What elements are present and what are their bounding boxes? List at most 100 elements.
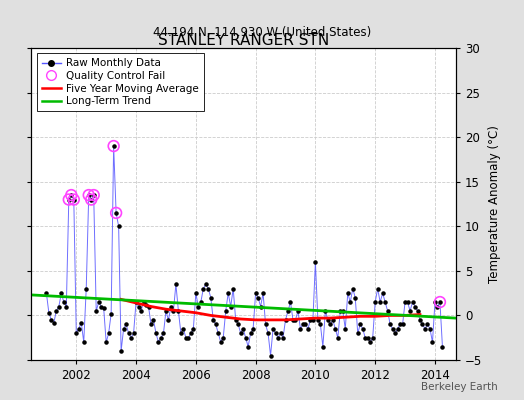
Point: [286, 299, 294, 305]
Point: [45, 310, 53, 316]
Point: [411, 303, 419, 310]
Point: [364, 334, 372, 341]
Y-axis label: Temperature Anomaly (°C): Temperature Anomaly (°C): [488, 125, 501, 283]
Point: [87, 196, 95, 203]
Point: [291, 317, 300, 323]
Point: [319, 344, 327, 350]
Point: [394, 326, 402, 332]
Point: [284, 308, 292, 314]
Point: [192, 290, 200, 296]
Point: [64, 196, 73, 203]
Point: [172, 281, 180, 288]
Point: [94, 299, 103, 305]
Point: [132, 299, 140, 305]
Point: [184, 334, 192, 341]
Point: [244, 344, 253, 350]
Point: [256, 303, 265, 310]
Point: [70, 196, 78, 203]
Point: [331, 326, 340, 332]
Point: [388, 326, 397, 332]
Point: [137, 308, 145, 314]
Point: [57, 290, 66, 296]
Point: [52, 308, 61, 314]
Point: [309, 317, 317, 323]
Point: [74, 326, 83, 332]
Point: [110, 143, 118, 149]
Point: [356, 321, 364, 328]
Point: [354, 330, 362, 336]
Point: [433, 303, 442, 310]
Point: [124, 330, 133, 336]
Point: [289, 317, 297, 323]
Point: [117, 348, 125, 354]
Point: [54, 303, 63, 310]
Point: [401, 299, 409, 305]
Point: [60, 299, 68, 305]
Point: [97, 303, 105, 310]
Point: [416, 317, 424, 323]
Point: [386, 321, 395, 328]
Point: [149, 317, 158, 323]
Point: [368, 334, 377, 341]
Point: [112, 210, 121, 216]
Point: [232, 317, 240, 323]
Point: [396, 321, 405, 328]
Point: [194, 303, 202, 310]
Point: [254, 294, 263, 301]
Point: [72, 330, 81, 336]
Point: [336, 308, 344, 314]
Point: [50, 319, 58, 326]
Point: [144, 303, 152, 310]
Point: [438, 344, 446, 350]
Point: [366, 339, 374, 345]
Point: [206, 294, 215, 301]
Point: [67, 192, 75, 198]
Point: [418, 321, 427, 328]
Point: [271, 330, 280, 336]
Point: [376, 299, 385, 305]
Point: [100, 305, 108, 312]
Point: [92, 308, 101, 314]
Point: [436, 299, 444, 305]
Point: [316, 321, 324, 328]
Point: [177, 330, 185, 336]
Point: [169, 308, 178, 314]
Point: [162, 308, 170, 314]
Point: [261, 321, 270, 328]
Point: [142, 302, 150, 308]
Text: 44.194 N, 114.930 W (United States): 44.194 N, 114.930 W (United States): [153, 26, 371, 39]
Point: [391, 330, 399, 336]
Point: [378, 290, 387, 296]
Point: [110, 143, 118, 149]
Point: [426, 326, 434, 332]
Point: [84, 192, 93, 198]
Point: [77, 319, 85, 326]
Point: [127, 334, 135, 341]
Point: [134, 303, 143, 310]
Point: [398, 321, 407, 328]
Point: [157, 334, 165, 341]
Point: [174, 308, 182, 314]
Point: [371, 299, 379, 305]
Point: [281, 317, 290, 323]
Point: [47, 317, 56, 323]
Point: [42, 290, 51, 296]
Point: [152, 330, 160, 336]
Point: [436, 299, 444, 305]
Point: [403, 299, 412, 305]
Point: [112, 210, 121, 216]
Point: [274, 334, 282, 341]
Point: [384, 308, 392, 314]
Point: [199, 286, 208, 292]
Point: [329, 317, 337, 323]
Point: [64, 196, 73, 203]
Point: [406, 308, 414, 314]
Point: [82, 286, 91, 292]
Point: [84, 192, 93, 198]
Point: [381, 299, 389, 305]
Point: [299, 321, 307, 328]
Point: [122, 321, 130, 328]
Point: [306, 317, 314, 323]
Point: [104, 330, 113, 336]
Point: [341, 326, 350, 332]
